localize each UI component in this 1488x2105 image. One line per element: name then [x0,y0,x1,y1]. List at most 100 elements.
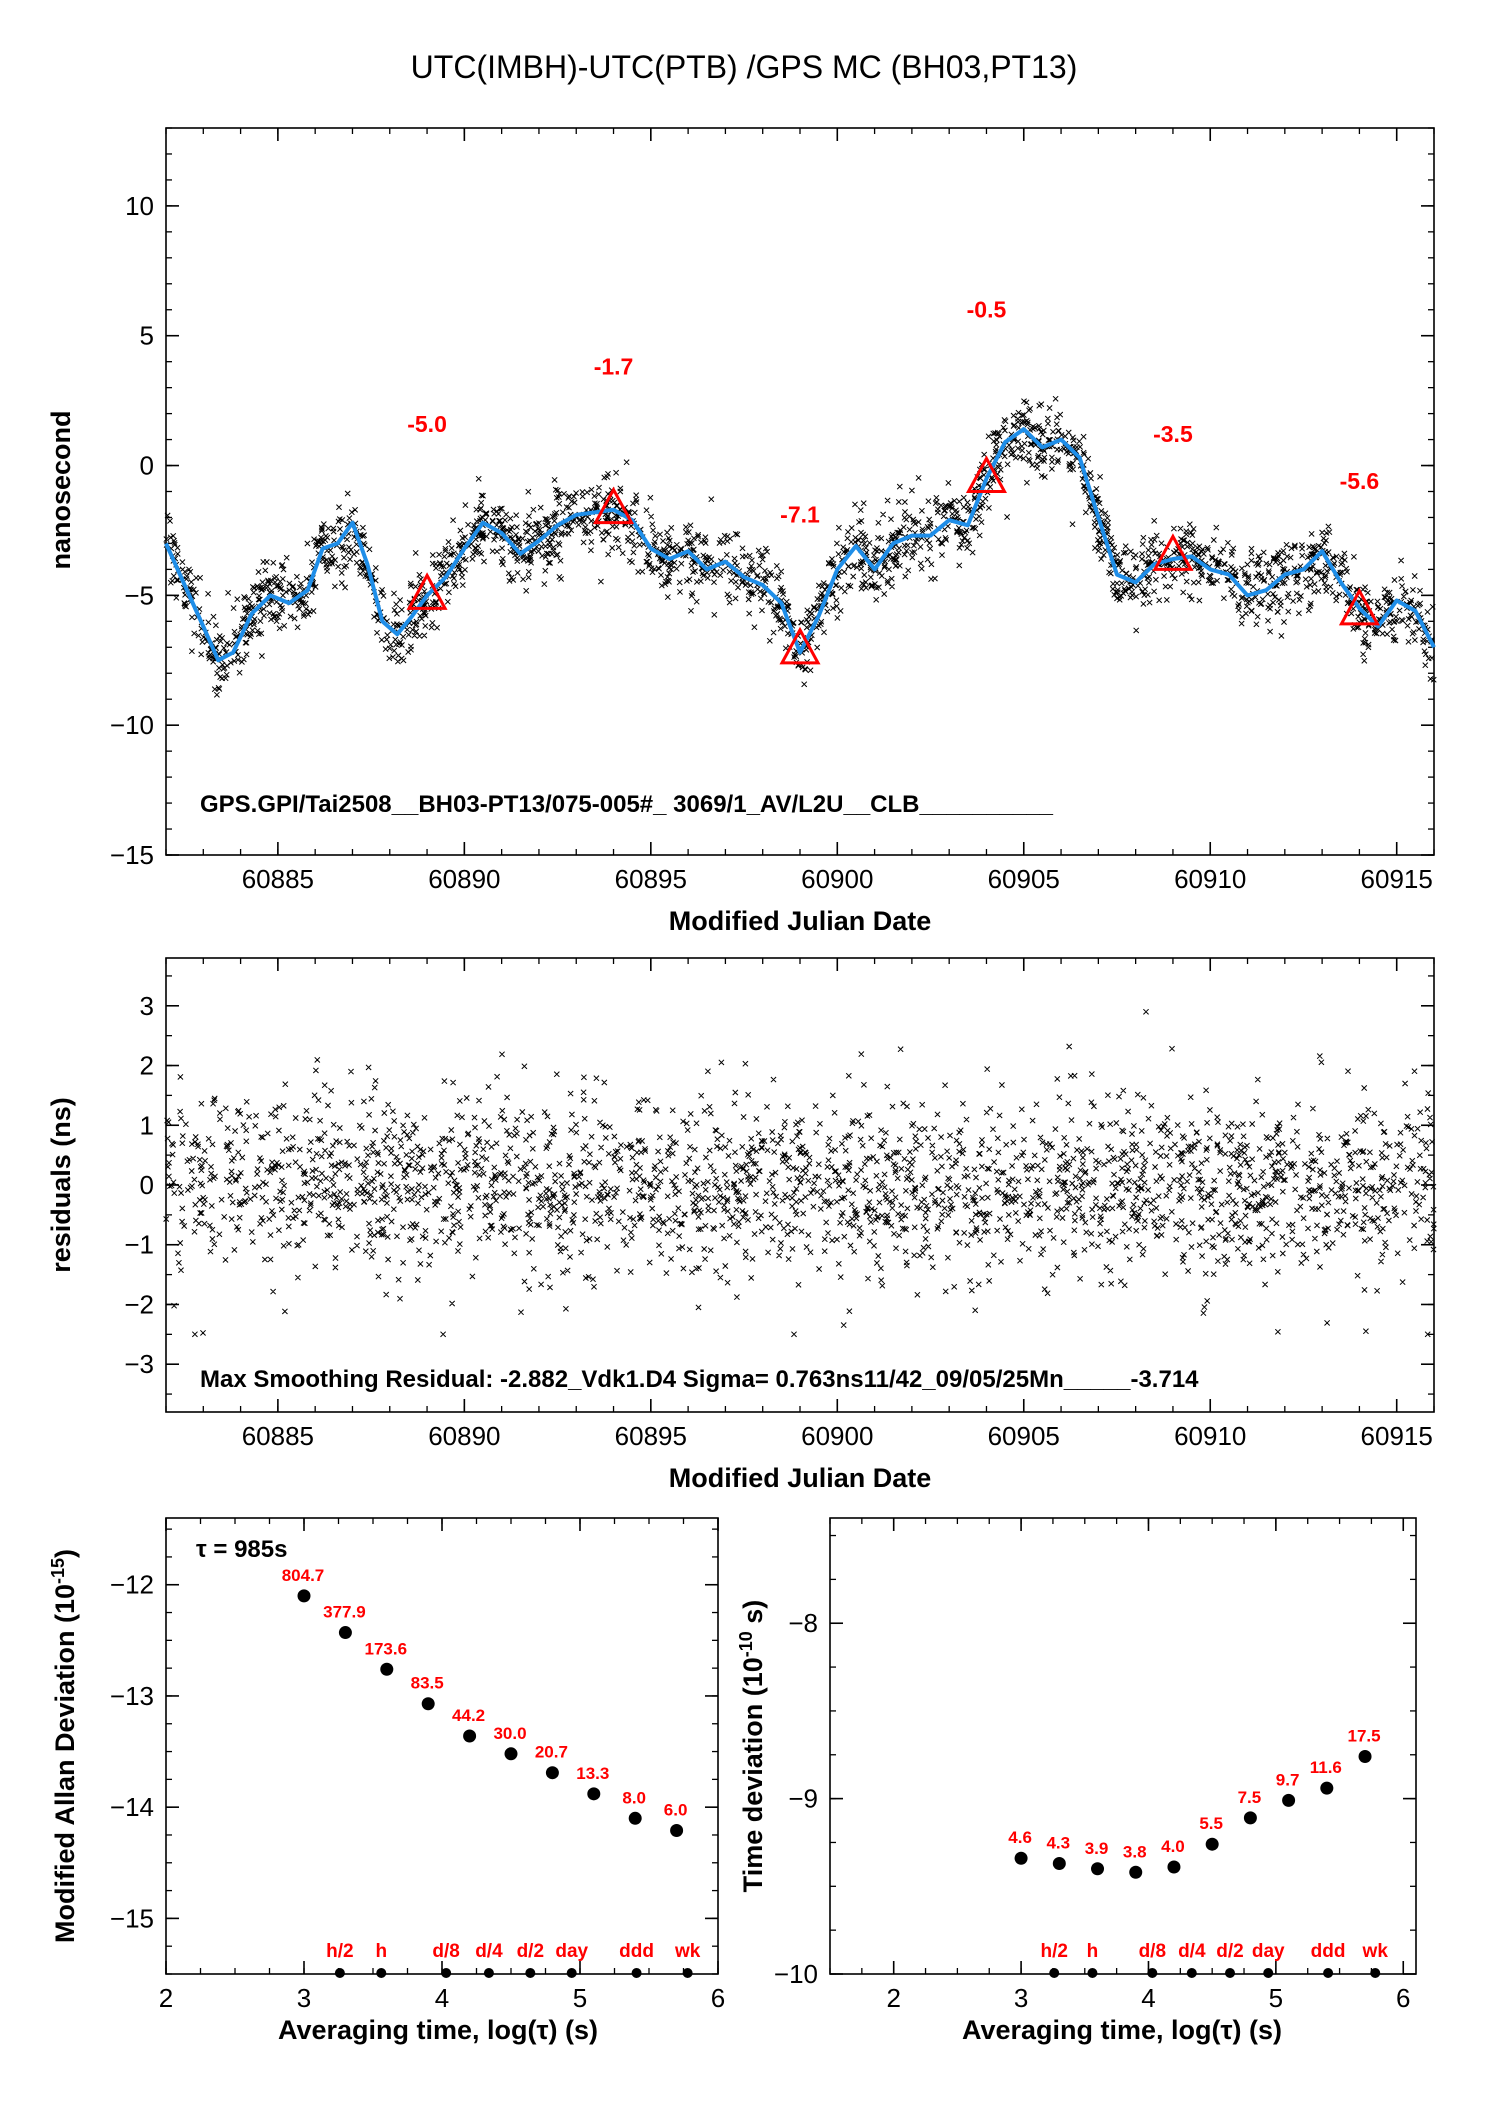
interval-label: h [375,1941,387,1962]
interval-mark [566,1968,577,1978]
y-tick-label: −10 [774,1959,818,1989]
smoothed-curve [164,427,1436,663]
residuals-panel: 60885 60890 60895 60900 60905 60910 60915 −3 −2 −… [46,957,1437,1493]
y-tick-label: −3 [124,1349,154,1379]
deviation-point [297,1589,311,1603]
interval-mark [1370,1968,1381,1978]
y-tick-label: 2 [140,1051,154,1081]
deviation-value-label: 7.5 [1238,1788,1262,1807]
chart-title: UTC(IMBH)-UTC(PTB) /GPS MC (BH03,PT13) [411,49,1078,85]
x-tick-label: 60890 [428,864,500,894]
x-tick-label: 60915 [1361,1421,1433,1451]
deviation-point [421,1697,435,1711]
interval-mark [1087,1968,1098,1978]
triangle-marker [406,572,448,610]
y-tick-label: 0 [140,1170,154,1200]
deviation-point [1091,1862,1105,1876]
residual-points [163,1008,1437,1338]
interval-label: h/2 [326,1941,353,1962]
x-axis-label: Modified Julian Date [669,906,932,936]
interval-mark [376,1968,387,1978]
deviation-point [1014,1851,1028,1865]
plot-frame [165,127,1435,856]
deviation-value-label: 83.5 [411,1674,444,1693]
interval-label: day [1252,1941,1285,1962]
deviation-value-label: 5.5 [1199,1814,1223,1833]
x-tick-label: 60900 [801,864,873,894]
deviation-point [504,1747,518,1761]
interval-label: h/2 [1040,1941,1067,1962]
deviation-value-label: 17.5 [1347,1727,1380,1746]
deviation-point [628,1811,642,1825]
interval-mark [1049,1968,1060,1978]
interval-mark [1263,1968,1274,1978]
interval-label: d/2 [1216,1941,1243,1962]
x-tick-label: 4 [1141,1983,1155,2013]
annotation-text: Max Smoothing Residual: -2.882_Vdk1.D4 S… [200,1366,1199,1393]
y-tick-label: −15 [110,1903,154,1933]
time-difference-panel: 60885 60890 60895 60900 60905 60910 60915 −15 −1… [46,127,1437,936]
allan-deviation-panel: 2 3 4 5 6 −15 −14 −13 −12 Modified Allan Deviatio… [48,1517,725,2045]
interval-label: ddd [1311,1941,1346,1962]
y-axis-label: Time deviation (10-10 s) [736,1600,768,1893]
x-tick-label: 5 [1269,1983,1283,2013]
x-tick-label: 60910 [1174,864,1246,894]
deviation-value-label: 30.0 [493,1724,526,1743]
x-tick-label: 60910 [1174,1421,1246,1451]
deviation-point [338,1626,352,1640]
y-tick-label: −1 [124,1230,154,1260]
x-tick-label: 60885 [242,864,314,894]
interval-mark [441,1968,452,1978]
deviation-point [1167,1860,1181,1874]
interval-mark [483,1968,494,1978]
x-tick-label: 5 [573,1983,587,2013]
x-tick-label: 6 [1396,1983,1410,2013]
y-tick-label: 10 [125,191,154,221]
deviation-point [463,1729,477,1743]
deviation-value-label: 6.0 [664,1801,688,1820]
interval-mark [1323,1968,1334,1978]
y-tick-label: 0 [140,451,154,481]
deviation-value-label: 8.0 [622,1788,646,1807]
deviation-point [1243,1811,1257,1825]
marker-value-label: -0.5 [967,297,1007,323]
y-tick-label: 1 [140,1110,154,1140]
plot-frame [165,957,1435,1413]
tau-note: τ = 985s [196,1536,287,1563]
x-tick-label: 60890 [428,1421,500,1451]
triangle-marker [593,486,635,525]
x-tick-label: 60885 [242,1421,314,1451]
deviation-value-label: 44.2 [452,1706,485,1725]
x-tick-label: 4 [435,1983,449,2013]
deviation-value-label: 9.7 [1276,1770,1300,1789]
interval-label: d/4 [475,1941,503,1962]
deviation-value-label: 377.9 [323,1603,366,1622]
deviation-point [1129,1865,1143,1879]
y-tick-label: −9 [788,1784,818,1814]
interval-label: d/4 [1178,1941,1206,1962]
deviation-value-label: 11.6 [1310,1758,1342,1777]
deviation-value-label: 13.3 [576,1764,609,1783]
interval-label: day [555,1941,588,1962]
deviation-point [670,1824,684,1838]
marker-value-label: -5.0 [407,411,447,437]
triangle-marker [965,455,1007,494]
deviation-value-label: 20.7 [535,1743,568,1762]
interval-mark [631,1968,642,1978]
y-tick-label: −5 [124,580,154,610]
x-tick-label: 60905 [988,864,1060,894]
interval-mark [525,1968,536,1978]
interval-label: d/8 [432,1941,459,1962]
interval-mark [682,1968,693,1978]
deviation-value-label: 173.6 [365,1639,408,1658]
marker-value-label: -3.5 [1153,421,1193,447]
deviation-point [1052,1857,1066,1871]
y-axis-label: Modified Allan Deviation (10-15) [48,1549,80,1943]
y-tick-label: −8 [788,1608,818,1638]
triangle-marker [779,626,821,665]
interval-mark [334,1968,345,1978]
x-tick-label: 3 [1014,1983,1028,2013]
plot-frame [829,1517,1417,1975]
annotation-text: GPS.GPI/Tai2508__BH03-PT13/075-005#_ 306… [200,791,1054,818]
interval-label: wk [1362,1941,1389,1962]
